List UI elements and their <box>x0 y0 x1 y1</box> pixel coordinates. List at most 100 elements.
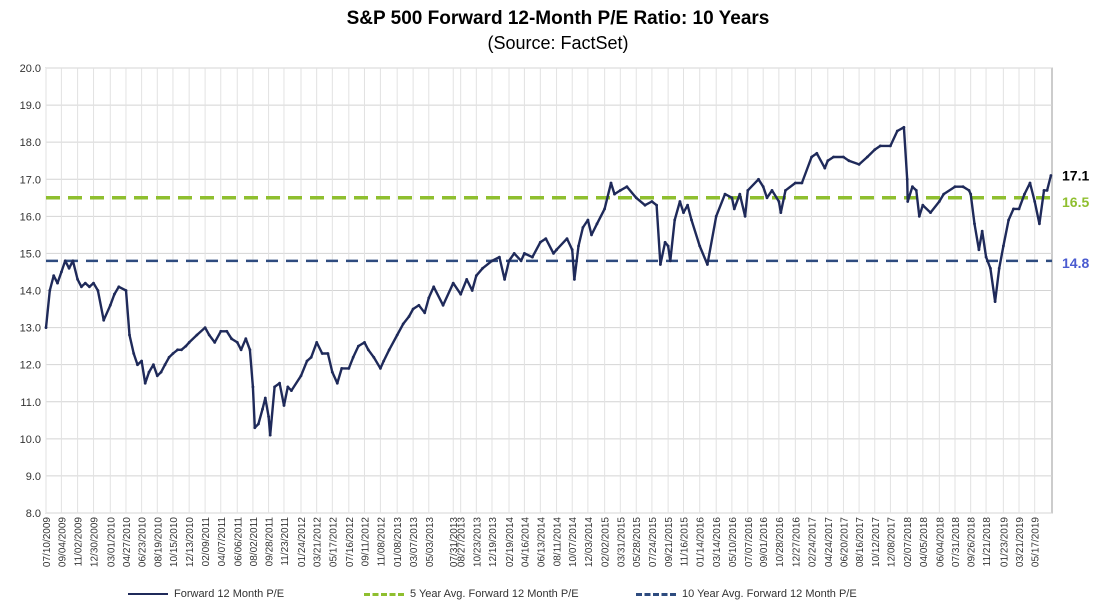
value-annotation: 14.8 <box>1062 255 1089 271</box>
data-point <box>810 155 813 159</box>
data-point <box>432 285 436 289</box>
data-point <box>953 185 957 189</box>
data-point <box>465 278 469 281</box>
data-point <box>67 266 71 270</box>
data-point <box>977 248 981 252</box>
series-layer <box>44 125 1053 437</box>
data-point <box>682 211 685 215</box>
data-point <box>52 274 56 278</box>
data-point <box>167 355 171 359</box>
data-point <box>663 240 667 244</box>
data-point <box>770 189 774 192</box>
data-point <box>921 203 925 207</box>
x-tick-label: 03/31/2015 <box>616 517 627 567</box>
data-point <box>263 396 267 400</box>
x-tick-label: 05/28/2015 <box>632 517 643 567</box>
x-tick-label: 07/07/2016 <box>744 517 755 567</box>
data-point <box>581 226 585 229</box>
data-point <box>411 307 415 311</box>
data-point <box>96 289 100 292</box>
data-point <box>779 211 783 215</box>
x-tick-label: 06/06/2011 <box>233 517 244 567</box>
x-tick-label: 07/24/2015 <box>648 517 659 567</box>
data-point <box>451 281 455 285</box>
x-tick-label: 07/31/2018 <box>951 517 962 567</box>
data-point <box>63 259 67 263</box>
data-point <box>668 259 672 263</box>
data-point <box>372 355 376 359</box>
data-point <box>481 266 484 270</box>
x-tick-label: 09/01/2016 <box>759 517 770 567</box>
legend-swatch-green-dashed <box>364 592 404 596</box>
x-tick-label: 10/12/2017 <box>871 517 882 567</box>
data-point <box>538 240 542 244</box>
data-point <box>71 259 75 263</box>
data-point <box>678 200 682 203</box>
data-point <box>395 333 399 337</box>
data-point <box>989 266 992 270</box>
x-tick-label: 12/08/2017 <box>886 517 897 567</box>
x-tick-label: 03/21/2012 <box>313 517 324 567</box>
y-tick-label: 17.0 <box>20 174 41 186</box>
data-point <box>842 155 845 159</box>
x-tick-label: 03/01/2010 <box>106 517 117 567</box>
data-point <box>969 192 973 196</box>
legend-label: 10 Year Avg. Forward 12 Month P/E <box>682 588 857 600</box>
data-point <box>80 285 83 289</box>
data-point <box>544 237 548 241</box>
data-point <box>732 207 736 211</box>
data-point <box>261 407 264 411</box>
x-tick-label: 06/04/2018 <box>935 517 946 567</box>
data-point <box>76 278 79 281</box>
x-tick-label: 02/07/2018 <box>903 517 914 567</box>
data-point <box>1049 174 1053 177</box>
legend-item-10yr-avg: 10 Year Avg. Forward 12 Month P/E <box>636 588 857 600</box>
data-point <box>268 433 272 437</box>
data-point <box>490 259 494 263</box>
data-point <box>1002 244 1005 248</box>
data-point <box>305 359 309 363</box>
legend-swatch-blue-dashed <box>636 592 676 596</box>
data-point <box>286 385 290 389</box>
x-tick-label: 12/30/2009 <box>90 517 101 567</box>
y-tick-label: 13.0 <box>20 323 41 335</box>
data-point <box>382 359 386 363</box>
data-point <box>1033 200 1037 203</box>
data-point <box>113 292 116 296</box>
data-point <box>815 151 819 155</box>
x-tick-label: 04/07/2011 <box>217 517 228 567</box>
data-point <box>152 363 155 367</box>
data-point <box>315 341 319 344</box>
legend-swatch-solid <box>128 593 168 595</box>
data-point <box>1012 207 1015 211</box>
x-tick-label: 05/17/2012 <box>328 517 339 567</box>
data-point <box>743 214 747 218</box>
data-point <box>507 259 511 263</box>
data-point <box>942 192 946 196</box>
x-tick-label: 09/11/2012 <box>360 517 371 567</box>
data-point <box>213 341 217 344</box>
data-point <box>474 274 478 278</box>
data-point <box>929 211 932 215</box>
x-tick-label: 04/27/2010 <box>122 517 133 567</box>
data-point <box>366 348 370 352</box>
data-point <box>140 359 144 363</box>
data-point <box>180 348 183 352</box>
x-tick-label: 11/16/2015 <box>680 517 691 567</box>
data-point <box>873 148 877 152</box>
data-point <box>470 289 474 292</box>
data-point <box>706 263 709 266</box>
x-tick-label: 02/02/2015 <box>601 517 612 567</box>
gridlines <box>45 67 1053 514</box>
data-point <box>330 370 334 374</box>
y-tick-label: 14.0 <box>20 286 41 298</box>
data-point <box>686 203 689 207</box>
data-point <box>902 125 906 129</box>
data-point <box>278 381 281 385</box>
forward-pe-line <box>44 126 1053 437</box>
x-tick-label: 04/16/2014 <box>520 517 531 567</box>
data-point <box>320 352 324 355</box>
data-point <box>984 255 988 259</box>
data-point <box>207 333 211 337</box>
data-point <box>586 218 590 222</box>
